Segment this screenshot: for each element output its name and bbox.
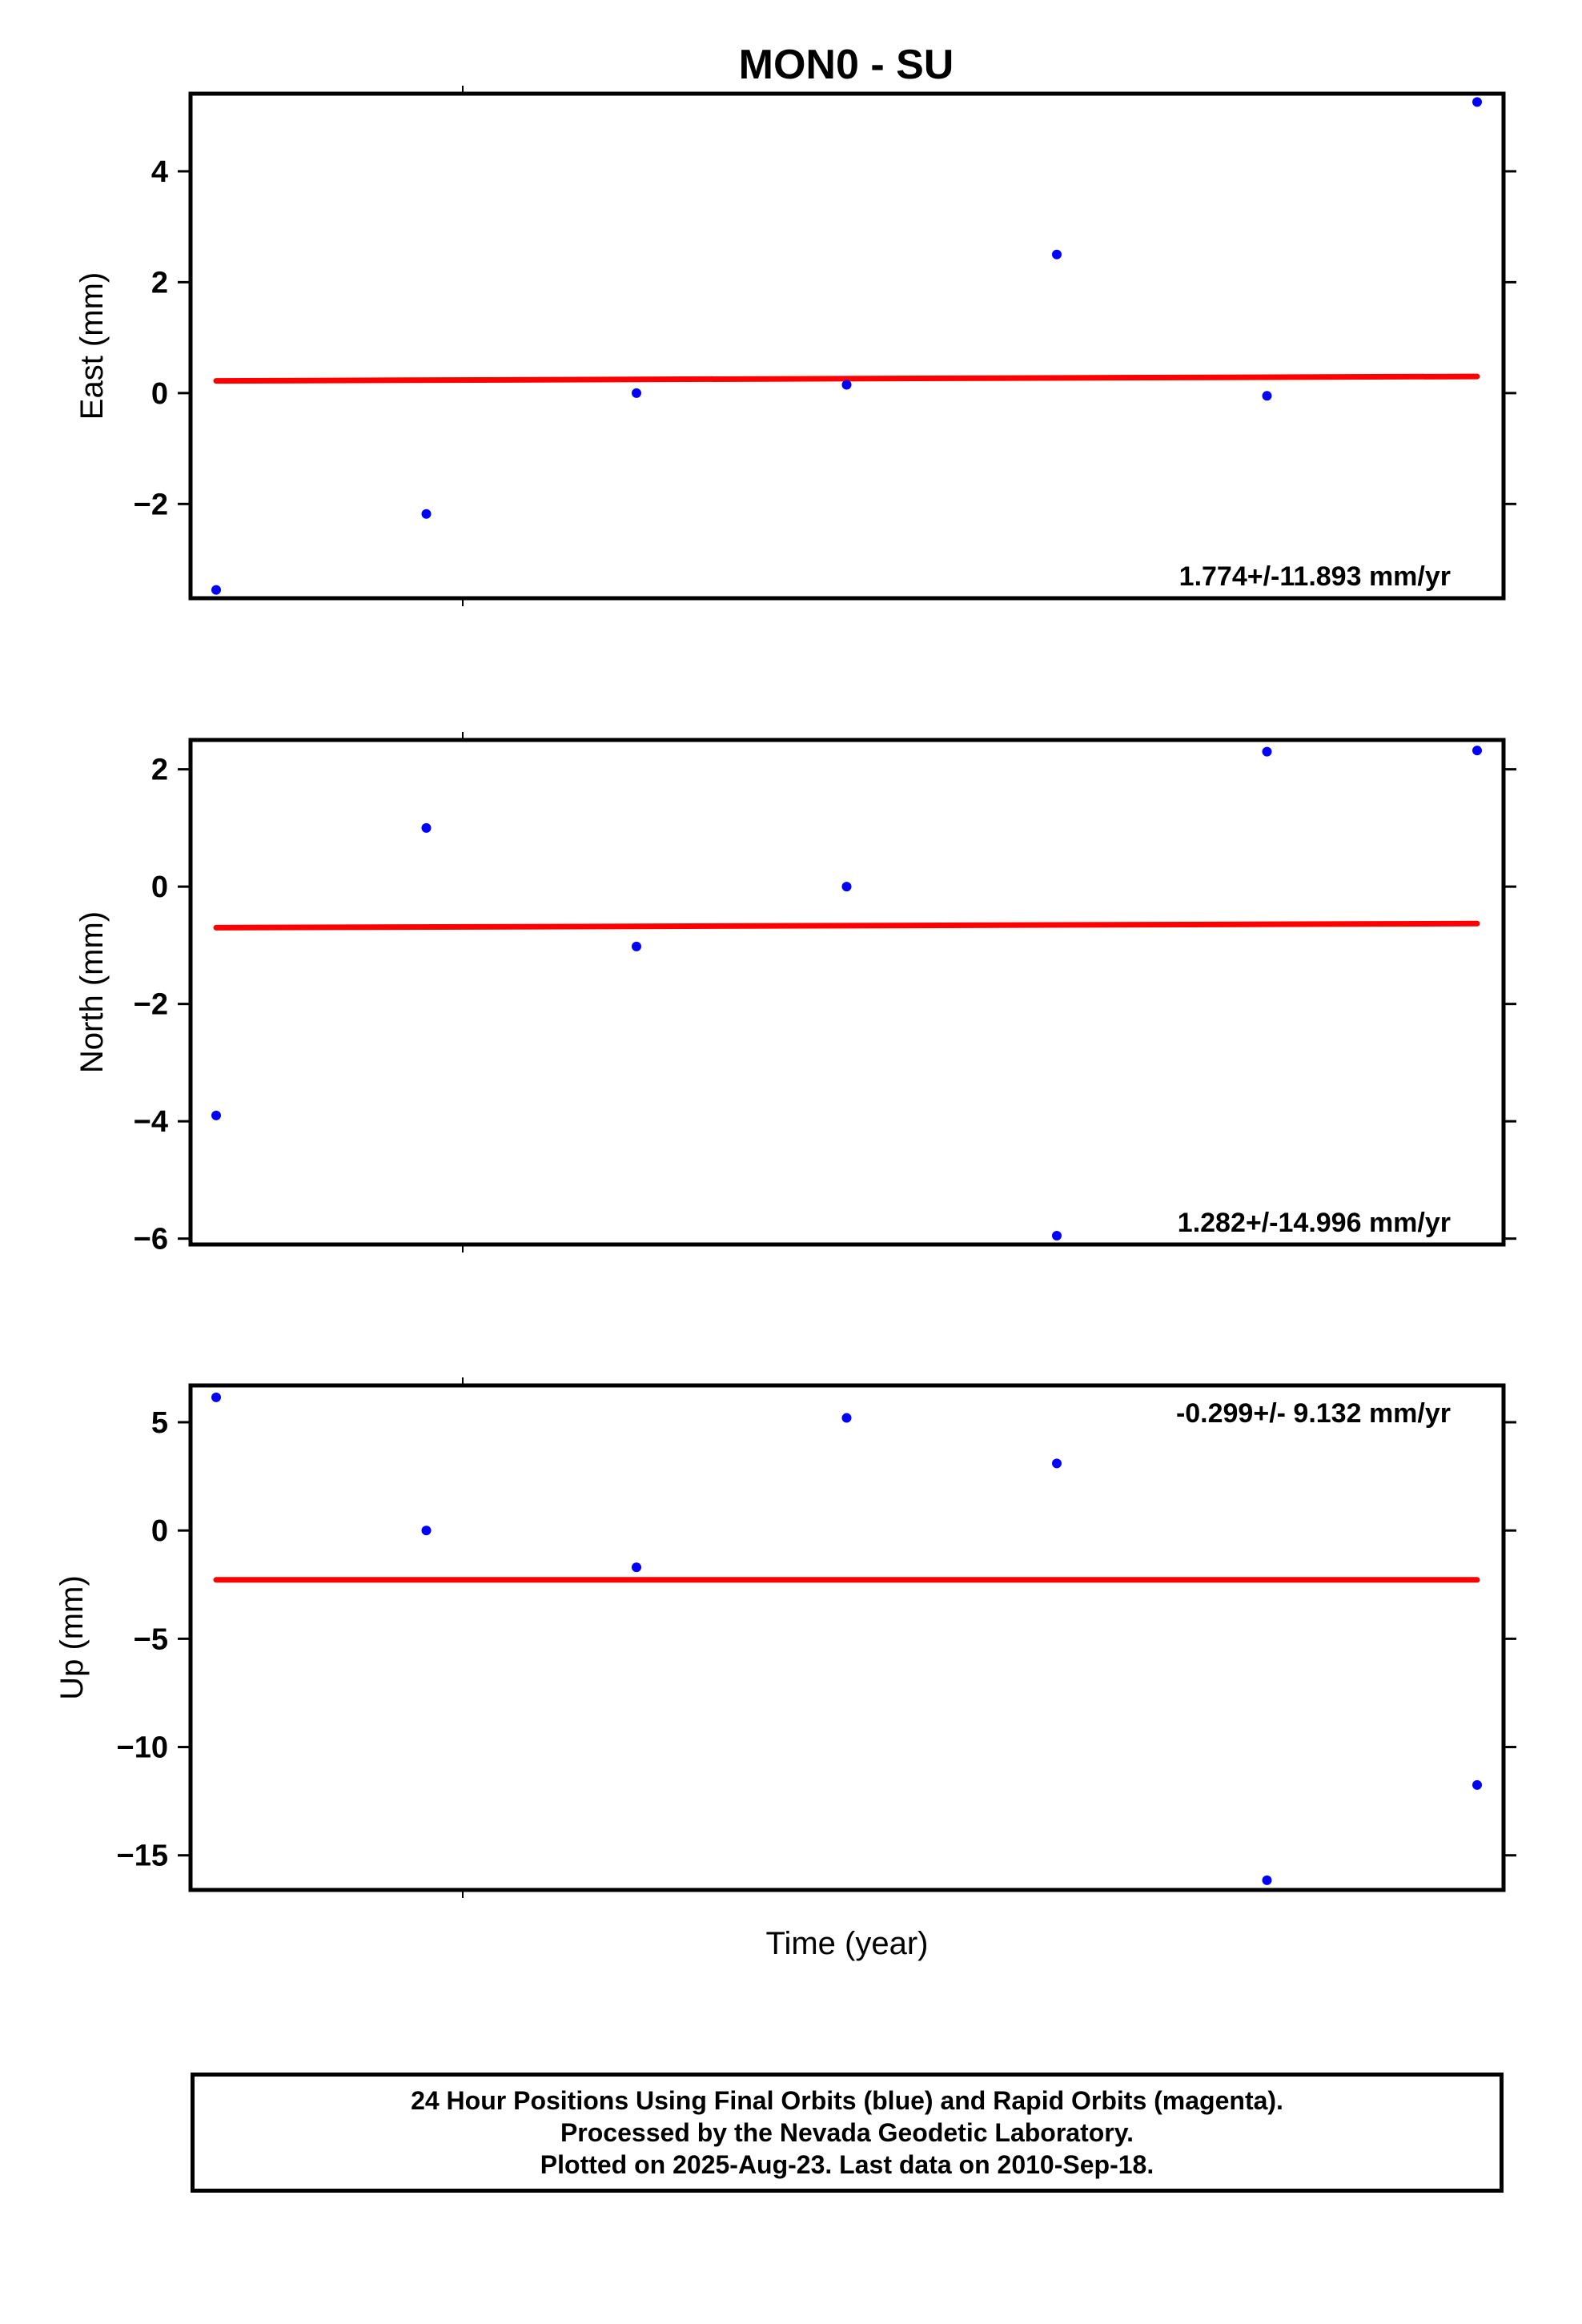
figure-title: MON0 - SU (739, 42, 954, 88)
up-rate-label: -0.299+/- 9.132 mm/yr (1176, 1398, 1451, 1429)
north-data-point (1472, 746, 1482, 756)
east-ylabel: East (mm) (74, 272, 110, 420)
east-data-point (1052, 249, 1062, 259)
up-ytick-label: 0 (151, 1514, 168, 1548)
up-data-point (1052, 1458, 1062, 1469)
north-frame (188, 738, 1506, 1247)
east-ytick-label: 4 (151, 155, 168, 189)
north-rate-label: 1.282+/-14.996 mm/yr (1178, 1208, 1451, 1238)
east-ytick-label: 0 (151, 377, 168, 411)
up-ytick-label: −15 (117, 1839, 168, 1873)
east-data-point (632, 388, 641, 398)
north-ytick-label: −6 (134, 1223, 168, 1256)
footer-line-2: Processed by the Nevada Geodetic Laborat… (560, 2118, 1134, 2147)
north-ytick-label: 2 (151, 754, 168, 787)
up-data-point (421, 1526, 432, 1536)
north-ytick-label: −2 (134, 988, 168, 1022)
panels-group: −2 0 2 4 East (mm) 1.774+/-11.893 mm/yr −6 −4 −2… (54, 86, 1516, 1961)
north-data-point (1052, 1231, 1062, 1241)
north-ytick-label: −4 (134, 1105, 168, 1139)
north-data-point (841, 882, 852, 892)
east-panel: −2 0 2 4 East (mm) 1.774+/-11.893 mm/yr (74, 86, 1516, 606)
north-data-point (632, 941, 641, 951)
up-data-point (841, 1413, 852, 1423)
up-data-point (211, 1392, 221, 1402)
up-frame (188, 1383, 1506, 1892)
up-data-point (1262, 1875, 1272, 1885)
north-panel: −6 −4 −2 0 2 North (mm) 1.282+/-14.996 mm/yr (74, 732, 1516, 1256)
east-rate-label: 1.774+/-11.893 mm/yr (1179, 561, 1451, 592)
north-data-point (1262, 746, 1272, 757)
up-ytick-label: −5 (134, 1622, 168, 1656)
east-ytick-label: −2 (134, 488, 168, 521)
up-ylabel: Up (mm) (54, 1575, 90, 1700)
footer-line-1: 24 Hour Positions Using Final Orbits (bl… (411, 2086, 1283, 2115)
east-data-point (211, 585, 221, 595)
north-data-point (421, 822, 432, 833)
up-data-point (1472, 1779, 1482, 1790)
footer-box: 24 Hour Positions Using Final Orbits (bl… (191, 2073, 1504, 2193)
north-ytick-label: 0 (151, 870, 168, 904)
east-data-point (1472, 97, 1482, 107)
east-frame (188, 91, 1506, 601)
footer-line-3: Plotted on 2025-Aug-23. Last data on 201… (540, 2150, 1154, 2179)
north-data-point (211, 1110, 221, 1120)
up-ytick-label: 5 (151, 1406, 168, 1440)
east-ytick-label: 2 (151, 266, 168, 300)
east-data-point (421, 509, 432, 519)
east-data-point (1262, 391, 1272, 401)
east-trend-line (213, 373, 1480, 384)
north-trend-line (213, 920, 1480, 931)
north-ylabel: North (mm) (74, 911, 110, 1073)
up-panel: −15 −10 −5 0 5 Up (mm) Time (year) -0.299+/- 9.… (54, 1377, 1516, 1961)
east-data-point (841, 380, 852, 390)
up-ytick-label: −10 (117, 1731, 168, 1765)
up-data-point (632, 1562, 641, 1573)
x-axis-label: Time (year) (766, 1926, 929, 1961)
